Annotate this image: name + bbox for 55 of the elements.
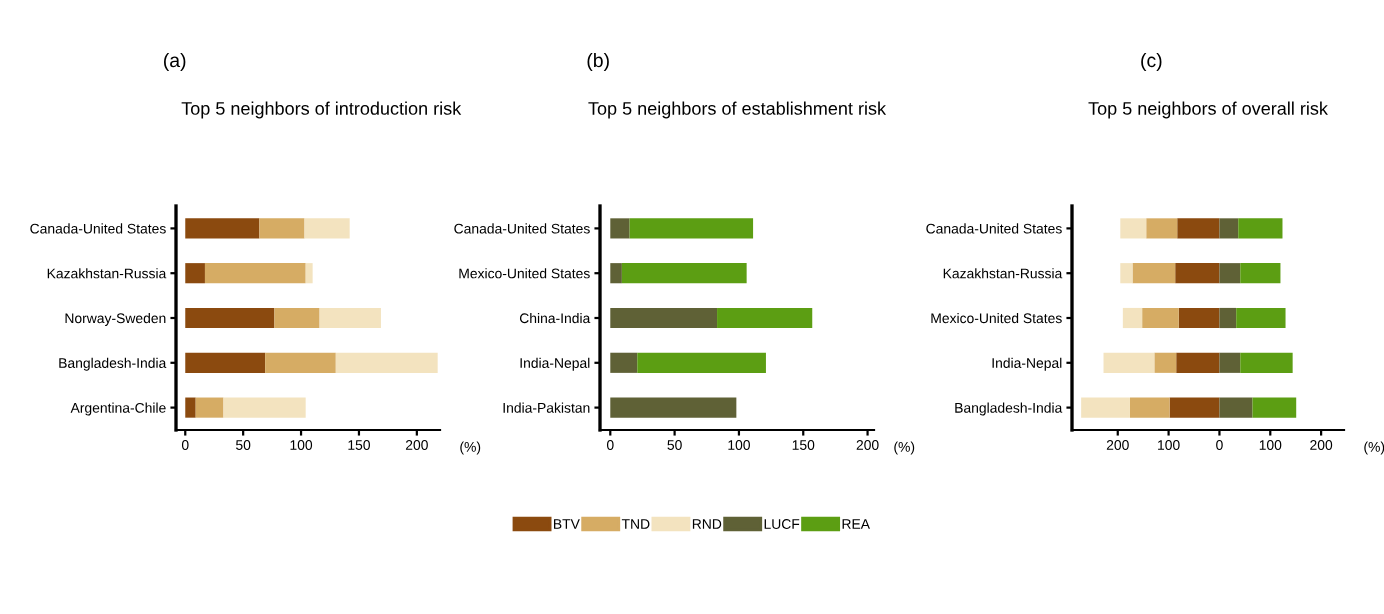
bar bbox=[1238, 218, 1283, 239]
bar bbox=[1132, 263, 1176, 284]
bar bbox=[1154, 352, 1177, 373]
bar bbox=[1178, 307, 1220, 329]
bar bbox=[1081, 397, 1130, 418]
bar bbox=[1252, 397, 1297, 418]
bar bbox=[1219, 263, 1241, 284]
bar bbox=[185, 307, 275, 329]
bar bbox=[629, 218, 754, 239]
bar bbox=[335, 352, 438, 373]
bar bbox=[1219, 307, 1237, 329]
bar bbox=[637, 352, 766, 373]
text: (c) bbox=[1141, 52, 1162, 72]
bar bbox=[610, 397, 737, 418]
bar bbox=[304, 218, 350, 239]
bar bbox=[1240, 263, 1281, 284]
bar bbox=[1142, 307, 1179, 329]
bar bbox=[195, 397, 224, 418]
bar bbox=[1103, 352, 1155, 373]
bar bbox=[185, 352, 266, 373]
bar bbox=[265, 352, 336, 373]
bar bbox=[1175, 263, 1220, 284]
bar bbox=[610, 263, 622, 284]
bar bbox=[185, 397, 196, 418]
chart-title: Top 5 neighbors of overall risk bbox=[1088, 101, 1328, 119]
bar bbox=[1169, 397, 1220, 418]
chart-title: Top 5 neighbors of introduction risk bbox=[181, 101, 462, 119]
bar bbox=[204, 263, 306, 284]
bar bbox=[621, 263, 747, 284]
bar bbox=[1122, 307, 1143, 329]
bar bbox=[717, 307, 813, 329]
bar bbox=[319, 307, 381, 329]
bar bbox=[1120, 218, 1147, 239]
bar bbox=[185, 218, 260, 239]
bar bbox=[1176, 352, 1220, 373]
bar bbox=[1236, 307, 1286, 329]
bar bbox=[610, 352, 638, 373]
bar bbox=[1240, 352, 1293, 373]
bar bbox=[1129, 397, 1170, 418]
text: (b) bbox=[587, 52, 609, 72]
bar bbox=[1219, 218, 1239, 239]
bar bbox=[1219, 397, 1253, 418]
chart-title: Top 5 neighbors of establishment risk bbox=[588, 101, 887, 119]
bar bbox=[1146, 218, 1178, 239]
bar bbox=[223, 397, 306, 418]
text: (a) bbox=[164, 52, 186, 72]
bar bbox=[274, 307, 320, 329]
bar bbox=[1177, 218, 1220, 239]
bar bbox=[1219, 352, 1241, 373]
bar bbox=[259, 218, 305, 239]
bar bbox=[185, 263, 205, 284]
bar bbox=[610, 307, 718, 329]
bar bbox=[305, 263, 313, 284]
bar bbox=[610, 218, 630, 239]
bar bbox=[1120, 263, 1133, 284]
